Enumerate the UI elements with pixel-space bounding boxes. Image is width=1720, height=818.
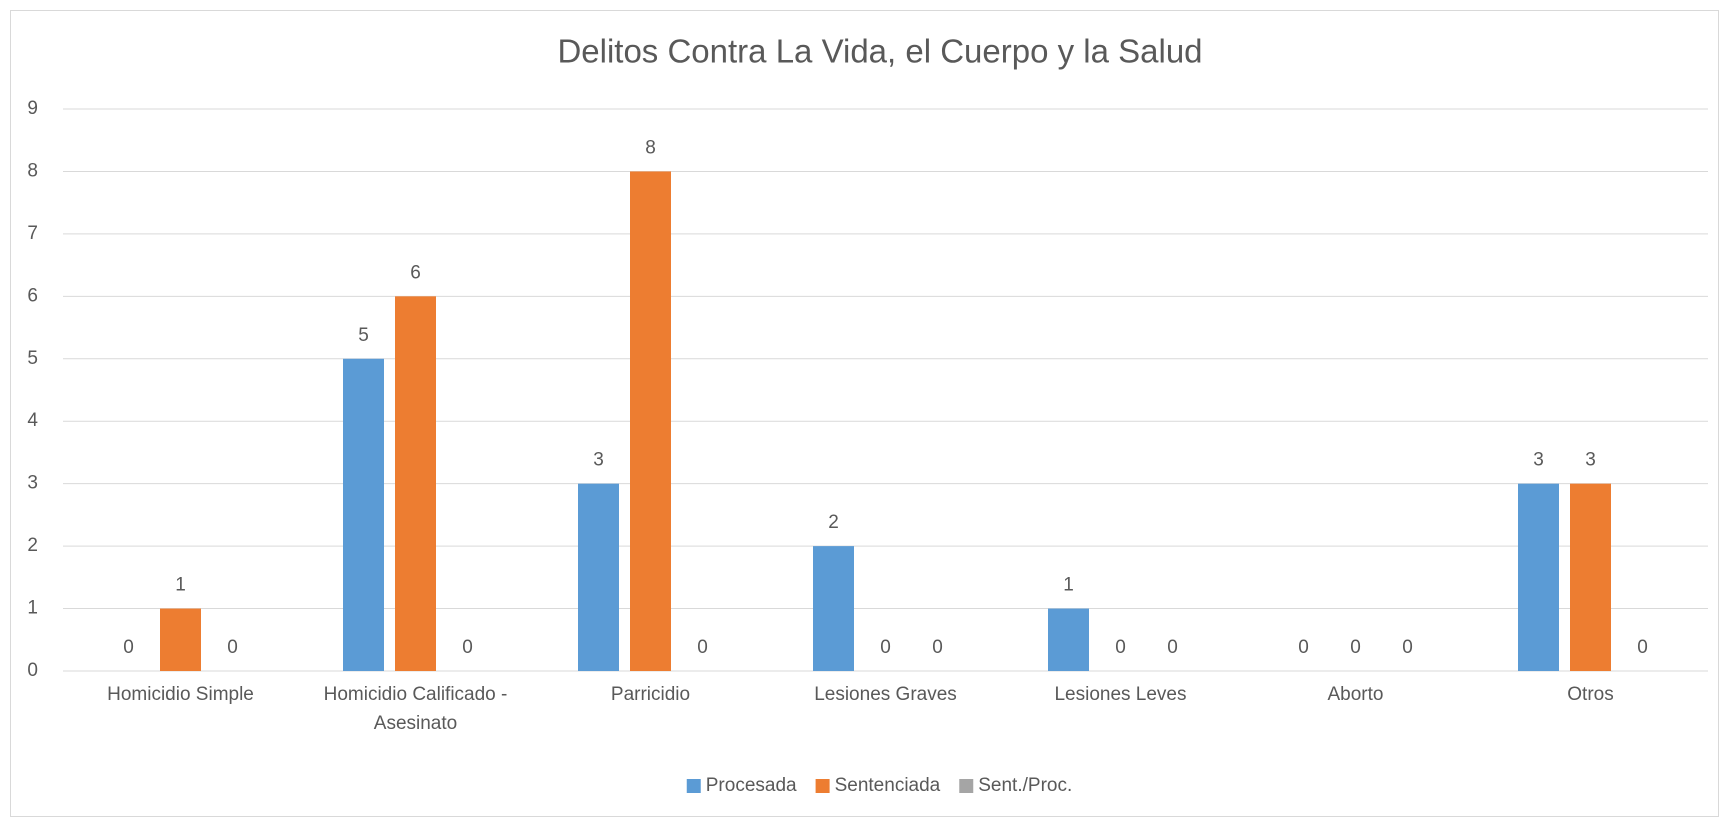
x-tick-label: Parricidio <box>610 684 691 705</box>
bar <box>1570 483 1611 671</box>
bar <box>578 483 619 671</box>
legend-label: Sentenciada <box>835 775 941 796</box>
data-label: 0 <box>1298 637 1309 658</box>
legend-label: Procesada <box>706 775 797 796</box>
y-tick-label: 6 <box>27 285 38 306</box>
legend-label: Sent./Proc. <box>978 775 1072 796</box>
data-label: 0 <box>1402 637 1413 658</box>
y-tick-label: 3 <box>27 473 38 494</box>
y-tick-label: 8 <box>27 160 38 181</box>
data-label: 1 <box>175 575 186 596</box>
x-tick-label: Otros <box>1567 684 1614 705</box>
x-tick-label: Homicidio Simple <box>107 684 254 705</box>
y-tick-label: 0 <box>27 660 38 681</box>
chart-title: Delitos Contra La Vida, el Cuerpo y la S… <box>557 33 1202 70</box>
data-label: 2 <box>828 512 839 533</box>
x-tick-label: Lesiones Leves <box>1054 684 1187 705</box>
data-label: 3 <box>1533 450 1544 471</box>
chart-border <box>10 10 1719 817</box>
y-tick-label: 2 <box>27 535 38 556</box>
data-label: 1 <box>1063 575 1074 596</box>
legend-swatch <box>959 779 974 793</box>
x-tick-label: Aborto <box>1327 684 1384 705</box>
bar <box>1518 483 1559 671</box>
bar <box>395 296 436 671</box>
data-label: 0 <box>697 637 708 658</box>
legend-swatch <box>686 779 701 793</box>
y-tick-label: 7 <box>27 223 38 244</box>
data-label: 6 <box>410 262 421 283</box>
data-label: 3 <box>593 450 604 471</box>
legend-swatch <box>815 779 830 793</box>
data-label: 0 <box>880 637 891 658</box>
x-tick-label: Homicidio Calificado - Asesinato <box>323 684 508 734</box>
data-label: 0 <box>227 637 238 658</box>
bar <box>160 608 201 671</box>
data-label: 3 <box>1585 450 1596 471</box>
data-label: 5 <box>358 325 369 346</box>
bar <box>813 546 854 671</box>
x-tick-label: Lesiones Graves <box>814 684 957 705</box>
y-tick-label: 4 <box>27 410 38 431</box>
data-label: 0 <box>462 637 473 658</box>
y-tick-label: 9 <box>27 98 38 119</box>
y-tick-label: 5 <box>27 348 38 369</box>
data-label: 0 <box>1350 637 1361 658</box>
data-label: 0 <box>1115 637 1126 658</box>
data-label: 0 <box>123 637 134 658</box>
bar <box>1048 608 1089 671</box>
y-tick-label: 1 <box>27 598 38 619</box>
data-label: 0 <box>1637 637 1648 658</box>
bar <box>343 358 384 671</box>
data-label: 0 <box>932 637 943 658</box>
data-label: 0 <box>1167 637 1178 658</box>
bar <box>630 171 671 671</box>
data-label: 8 <box>645 137 656 158</box>
